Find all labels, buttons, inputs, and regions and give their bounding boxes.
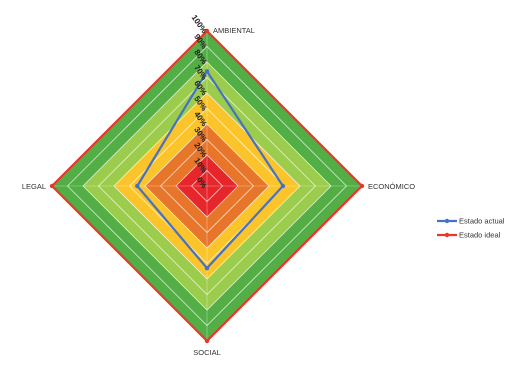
point-estado-actual-1 [280, 183, 286, 189]
legend-marker-estado-ideal [444, 232, 450, 238]
point-estado-ideal-3 [49, 183, 55, 189]
axis-label-legal: LEGAL [22, 182, 46, 191]
axis-label-económico: ECONÓMICO [368, 182, 415, 191]
point-estado-ideal-2 [204, 338, 210, 344]
point-estado-actual-2 [204, 265, 210, 271]
tick-label-100: 100% [190, 13, 209, 35]
point-estado-actual-3 [135, 183, 140, 189]
point-estado-ideal-0 [204, 28, 210, 34]
legend-label-estado-ideal: Estado ideal [459, 231, 501, 240]
series-group [49, 28, 365, 344]
legend-label-estado-actual: Estado actual [459, 217, 505, 226]
axis-label-social: SOCIAL [193, 348, 221, 357]
legend-marker-estado-actual [444, 218, 450, 224]
axis-labels: AMBIENTAL ECONÓMICO SOCIAL LEGAL [22, 26, 415, 357]
point-estado-actual-0 [204, 69, 210, 74]
axis-label-ambiental: AMBIENTAL [213, 26, 255, 35]
legend: Estado actual Estado ideal [437, 217, 505, 240]
point-estado-ideal-1 [359, 183, 365, 189]
